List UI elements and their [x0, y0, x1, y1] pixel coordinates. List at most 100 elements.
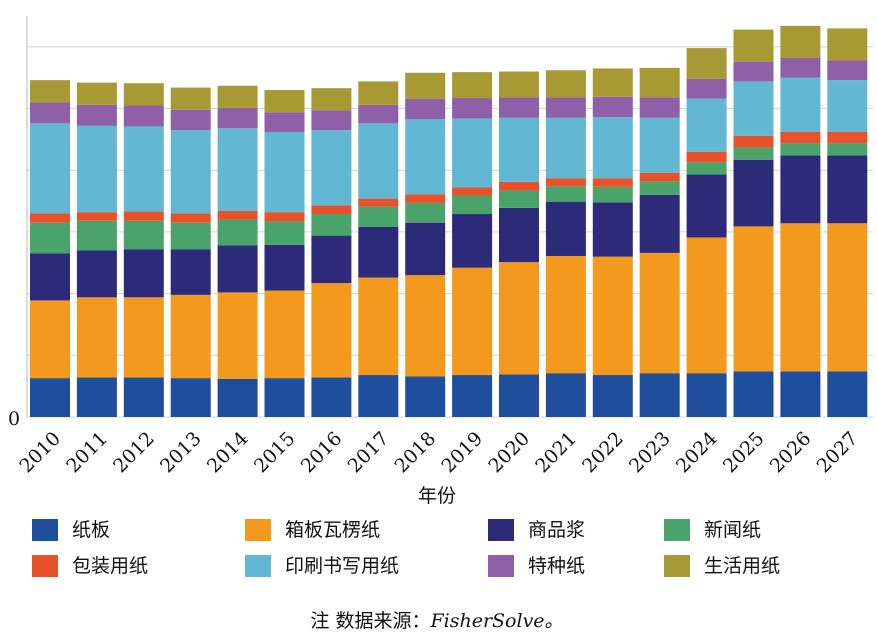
- bar-segment: [780, 155, 821, 224]
- bar-segment: [592, 202, 633, 257]
- bar-segment: [170, 87, 211, 110]
- bar-segment: [733, 159, 774, 227]
- x-tick-label: 2023: [625, 428, 675, 478]
- bar-segment: [592, 186, 633, 203]
- bar-segment: [170, 130, 211, 214]
- bar-segment: [499, 262, 539, 375]
- bar-segment: [76, 250, 117, 298]
- note: 注 数据来源：FisherSolve。: [310, 610, 563, 632]
- bar-segment: [592, 178, 633, 187]
- bar-segment: [733, 371, 774, 417]
- bar-segment: [452, 118, 493, 188]
- bar-segment: [311, 235, 352, 284]
- bar-segment: [545, 117, 586, 179]
- bar-segment: [217, 107, 258, 129]
- bar-segment: [592, 256, 633, 376]
- bar-segment: [264, 244, 305, 291]
- bar-segment: [827, 80, 868, 132]
- note-label: 注 数据来源：: [310, 610, 430, 632]
- bar-segment: [499, 374, 539, 417]
- legend-swatch: [32, 555, 58, 577]
- bar-segment: [592, 96, 633, 118]
- bar-segment: [686, 48, 727, 79]
- bar-segment: [264, 90, 305, 113]
- bar-segment: [545, 97, 586, 118]
- bar-segment: [452, 98, 493, 119]
- bar-segment: [545, 70, 586, 98]
- bar-segment: [358, 226, 399, 278]
- bar-segment: [827, 223, 868, 372]
- bar-segment: [170, 294, 211, 379]
- x-tick-label: 2018: [391, 428, 441, 478]
- bar-segment: [358, 206, 399, 227]
- bar-segment: [733, 29, 774, 62]
- bar-segment: [264, 212, 305, 222]
- bar-segment: [358, 123, 399, 199]
- x-tick-label: 2021: [531, 428, 581, 478]
- bar-segment: [311, 377, 352, 417]
- bar-segment: [686, 78, 727, 99]
- bar-segment: [545, 186, 586, 202]
- bar-segment: [592, 68, 633, 97]
- bar-segment: [123, 249, 164, 298]
- x-tick-label: 2020: [484, 428, 534, 478]
- bar-segment: [311, 205, 352, 215]
- x-tick-label: 2014: [203, 428, 253, 478]
- bar-segment: [499, 97, 539, 118]
- bar-segment: [30, 123, 70, 214]
- bar-segment: [170, 222, 211, 250]
- bar-segment: [452, 72, 493, 99]
- bar-segment: [733, 147, 774, 160]
- bar-segment: [123, 83, 164, 106]
- bar-segment: [76, 220, 117, 251]
- bar-segment: [264, 290, 305, 379]
- bar-segment: [358, 277, 399, 376]
- bar-segment: [639, 373, 680, 417]
- legend-label: 箱板瓦楞纸: [285, 519, 380, 541]
- bar-segment: [264, 221, 305, 245]
- legend-label: 新闻纸: [704, 519, 761, 541]
- legend-swatch: [664, 519, 690, 541]
- bar-segment: [827, 143, 868, 156]
- bar-segment: [405, 119, 446, 195]
- bar-segment: [780, 57, 821, 78]
- legend-swatch: [488, 519, 514, 541]
- legend-label: 纸板: [72, 519, 110, 541]
- x-tick-label: 2017: [344, 428, 394, 478]
- bar-segment: [30, 253, 70, 301]
- bar-segment: [780, 223, 821, 372]
- legend-swatch: [245, 519, 271, 541]
- bar-segment: [686, 151, 727, 163]
- bar-segment: [545, 178, 586, 187]
- bar-segment: [686, 98, 727, 152]
- bar-segment: [686, 373, 727, 417]
- bar-segment: [217, 128, 258, 211]
- x-tick-label: 2011: [62, 428, 112, 478]
- bar-segment: [686, 237, 727, 374]
- bar-segment: [639, 194, 680, 253]
- bar-segment: [827, 155, 868, 224]
- bar-segment: [452, 195, 493, 215]
- bar-segment: [358, 198, 399, 207]
- bar-segment: [780, 131, 821, 144]
- bar-segment: [217, 210, 258, 220]
- bar-segment: [217, 378, 258, 417]
- bar-segment: [780, 371, 821, 417]
- bar-segment: [264, 131, 305, 213]
- x-tick-label: 2016: [297, 428, 347, 478]
- bar-segment: [639, 67, 680, 98]
- bar-segment: [76, 377, 117, 417]
- x-tick-label: 2013: [156, 428, 206, 478]
- bar-segment: [30, 102, 70, 124]
- bar-segment: [499, 71, 539, 98]
- bar-segment: [592, 375, 633, 417]
- legend-label: 商品浆: [528, 519, 585, 541]
- bar-segment: [76, 297, 117, 378]
- x-axis-label: 年份: [418, 485, 456, 507]
- bar-segment: [405, 72, 446, 99]
- bar-segment: [639, 117, 680, 173]
- bar-segment: [686, 174, 727, 238]
- bar-segment: [686, 162, 727, 175]
- bar-segment: [405, 376, 446, 417]
